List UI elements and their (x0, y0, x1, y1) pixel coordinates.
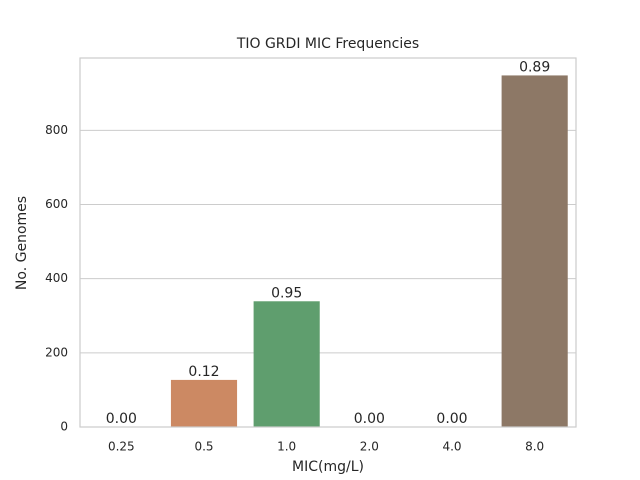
bar-annotation: 0.00 (436, 411, 467, 427)
x-tick-label: 4.0 (442, 440, 461, 454)
x-tick-label: 2.0 (360, 440, 379, 454)
chart-title: TIO GRDI MIC Frequencies (236, 36, 419, 52)
bar-annotation: 0.12 (188, 364, 219, 380)
bars (170, 75, 568, 428)
y-tick-label: 400 (45, 271, 68, 285)
bar-annotation: 0.95 (271, 285, 302, 301)
bar (501, 75, 568, 428)
bar (253, 301, 320, 427)
bar-annotation: 0.89 (519, 59, 550, 75)
x-axis-label: MIC(mg/L) (292, 459, 364, 475)
y-tick-label: 600 (45, 197, 68, 211)
bar (170, 379, 238, 427)
y-tick-label: 200 (45, 345, 68, 359)
x-tick-label: 1.0 (277, 440, 296, 454)
y-axis-label: No. Genomes (14, 196, 30, 290)
bar-annotation: 0.00 (354, 411, 385, 427)
x-tick-label: 0.25 (108, 440, 135, 454)
y-tick-label: 0 (60, 420, 68, 434)
y-tick-label: 800 (45, 123, 68, 137)
x-tick-label: 0.5 (194, 440, 213, 454)
bar-annotation: 0.00 (106, 411, 137, 427)
x-tick-label: 8.0 (525, 440, 544, 454)
axes-frame (79, 57, 577, 428)
